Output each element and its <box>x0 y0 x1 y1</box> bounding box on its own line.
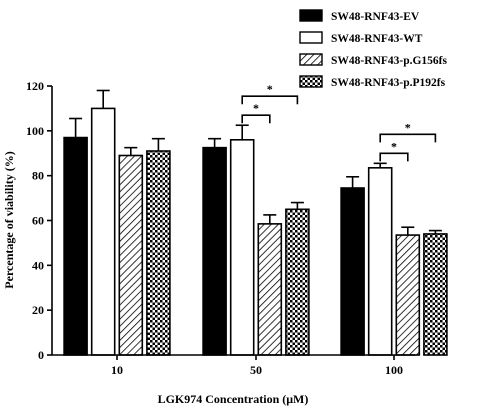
legend: SW48-RNF43-EV SW48-RNF43-WT SW48-RNF43-p.G… <box>299 9 447 89</box>
significance-star: * <box>405 120 411 134</box>
significance-bracket <box>379 152 409 162</box>
legend-swatch <box>299 53 323 66</box>
bar <box>229 139 255 356</box>
x-axis-title: LGK974 Concentration (μM) <box>158 392 309 406</box>
y-tick-label: 80 <box>32 169 44 183</box>
significance-star: * <box>267 82 273 96</box>
legend-swatch <box>299 31 323 44</box>
bar <box>118 154 144 356</box>
significance-bracket <box>241 114 271 124</box>
x-tick-label: 10 <box>111 363 123 377</box>
y-tick-label: 40 <box>32 258 44 272</box>
significance-star: * <box>253 101 259 115</box>
legend-swatch <box>299 9 323 22</box>
bar <box>367 167 393 356</box>
x-tick-label: 50 <box>250 363 262 377</box>
significance-star: * <box>391 139 397 153</box>
bar <box>146 150 171 356</box>
bar <box>340 187 365 356</box>
significance-bracket <box>241 95 299 105</box>
y-tick-label: 100 <box>26 124 44 138</box>
bar <box>63 136 88 356</box>
y-tick-label: 60 <box>32 214 44 228</box>
bar <box>90 107 116 356</box>
legend-swatch <box>299 75 323 88</box>
x-tick-label: 100 <box>385 363 403 377</box>
legend-label: SW48-RNF43-p.P192fs <box>331 77 446 89</box>
y-tick-label: 120 <box>26 79 44 93</box>
y-axis-title: Percentage of viability (%) <box>2 151 16 288</box>
bar <box>285 208 310 356</box>
y-tick-label: 0 <box>38 348 44 362</box>
bar <box>257 223 283 356</box>
legend-label: SW48-RNF43-p.G156fs <box>331 55 447 67</box>
legend-label: SW48-RNF43-WT <box>331 33 423 45</box>
y-tick-label: 20 <box>32 303 44 317</box>
significance-bracket <box>379 133 437 143</box>
legend-label: SW48-RNF43-EV <box>331 11 420 23</box>
bar <box>395 234 421 356</box>
bar <box>202 146 227 356</box>
bar <box>423 233 448 356</box>
